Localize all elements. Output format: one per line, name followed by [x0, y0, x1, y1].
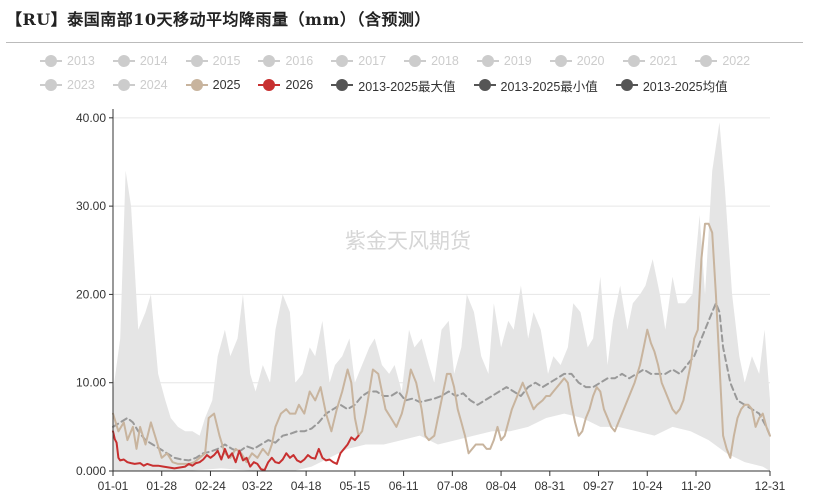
series-group [112, 222, 771, 472]
x-tick-label: 11-20 [681, 479, 711, 493]
legend-label: 2023 [67, 78, 95, 92]
legend-marker-icon [615, 79, 638, 91]
max-min-band [113, 122, 770, 472]
legend-label: 2013-2025均值 [642, 79, 728, 94]
x-tick-label: 08-31 [534, 479, 565, 493]
axes: 0.000 10.00 20.00 30.00 40.00 01-01 01-28 02-24… [76, 109, 786, 493]
y-tick-label: 20.00 [76, 287, 106, 301]
legend-item-2013[interactable]: 2013 [40, 54, 95, 68]
legend-row: 2013 2014 2015 2016 2017 2018 2019 2020 2021 2022 [40, 49, 800, 73]
x-tick-label: 07-08 [437, 479, 468, 493]
legend-item-2018[interactable]: 2018 [404, 54, 459, 68]
x-tick-label: 10-24 [632, 479, 663, 493]
legend-marker-icon [473, 79, 496, 91]
x-tick-label: 01-01 [98, 479, 129, 493]
legend-item-2025[interactable]: 2025 [185, 78, 241, 92]
legend-marker-icon [112, 55, 135, 67]
x-tick-label: 09-27 [583, 479, 614, 493]
legend-marker-icon [476, 55, 499, 67]
legend-marker-icon [258, 79, 281, 91]
legend-item-2013-2025最小值[interactable]: 2013-2025最小值 [473, 76, 598, 95]
legend-item-2014[interactable]: 2014 [112, 54, 168, 68]
legend-label: 2013-2025最小值 [500, 79, 598, 94]
legend-marker-icon [404, 55, 427, 67]
legend-marker-icon [549, 55, 572, 67]
legend-label: 2014 [139, 54, 168, 68]
legend-label: 2024 [139, 78, 168, 92]
legend-label: 2025 [212, 78, 241, 92]
legend-marker-icon [331, 55, 354, 67]
y-tick-label: 10.00 [76, 376, 106, 390]
legend-item-2013-2025最大值[interactable]: 2013-2025最大值 [331, 76, 456, 95]
series-mean-line [112, 302, 771, 462]
x-tick-label: 01-28 [146, 479, 177, 493]
series-2025-line [112, 222, 771, 465]
y-tick-label: 30.00 [76, 199, 106, 213]
x-tick-label: 05-15 [340, 479, 371, 493]
legend-label: 2022 [722, 54, 751, 68]
legend-label: 2016 [285, 54, 314, 68]
legend-item-2016[interactable]: 2016 [258, 54, 313, 68]
legend-item-2020[interactable]: 2020 [549, 54, 605, 68]
legend-label: 2021 [649, 54, 678, 68]
legend-label: 2026 [285, 78, 314, 92]
legend-label: 2017 [358, 54, 387, 68]
range-band [113, 122, 770, 472]
watermark: 紫金天风期货 [345, 229, 471, 253]
legend-label: 2018 [431, 54, 459, 68]
x-tick-label: 03-22 [242, 479, 273, 493]
x-tick-label: 06-11 [389, 479, 419, 493]
legend-item-2026[interactable]: 2026 [258, 78, 313, 92]
legend-item-2022[interactable]: 2022 [695, 54, 750, 68]
series-2026-line [112, 430, 360, 472]
x-tick-label: 08-04 [486, 479, 517, 493]
legend-item-2024[interactable]: 2024 [112, 78, 168, 92]
legend-label: 2019 [503, 54, 532, 68]
x-tick-label: 04-18 [291, 479, 322, 493]
legend-item-2019[interactable]: 2019 [476, 54, 532, 68]
legend-item-2015[interactable]: 2015 [185, 54, 241, 68]
x-tick-label: 12-31 [755, 479, 786, 493]
legend-label: 2013 [67, 54, 95, 68]
legend-label: 2020 [576, 54, 605, 68]
legend-marker-icon [622, 55, 645, 67]
legend-label: 2013-2025最大值 [358, 79, 456, 94]
legend-marker-icon [40, 79, 62, 91]
x-tick-label: 02-24 [195, 479, 226, 493]
y-tick-label: 0.000 [76, 464, 106, 478]
legend-row: 2023 2024 2025 2026 2013-2025最大值 2013-2025最小值… [40, 73, 800, 97]
legend-item-2023[interactable]: 2023 [40, 78, 95, 92]
legend-label: 2015 [212, 54, 241, 68]
legend-marker-icon [185, 79, 208, 91]
legend-item-2021[interactable]: 2021 [622, 54, 678, 68]
legend-item-2013-2025均值[interactable]: 2013-2025均值 [615, 76, 728, 95]
chart-title: 【RU】泰国南部10天移动平均降雨量（mm）（含预测） [6, 10, 431, 29]
legend-marker-icon [40, 55, 62, 67]
legend-marker-icon [331, 79, 354, 91]
legend: 2013 2014 2015 2016 2017 2018 2019 2020 2021 2022… [40, 49, 800, 97]
title-divider [6, 42, 803, 43]
y-tick-label: 40.00 [76, 111, 106, 125]
legend-item-2017[interactable]: 2017 [331, 54, 386, 68]
legend-marker-icon [185, 55, 208, 67]
legend-marker-icon [258, 55, 281, 67]
legend-marker-icon [695, 55, 718, 67]
legend-marker-icon [112, 79, 135, 91]
